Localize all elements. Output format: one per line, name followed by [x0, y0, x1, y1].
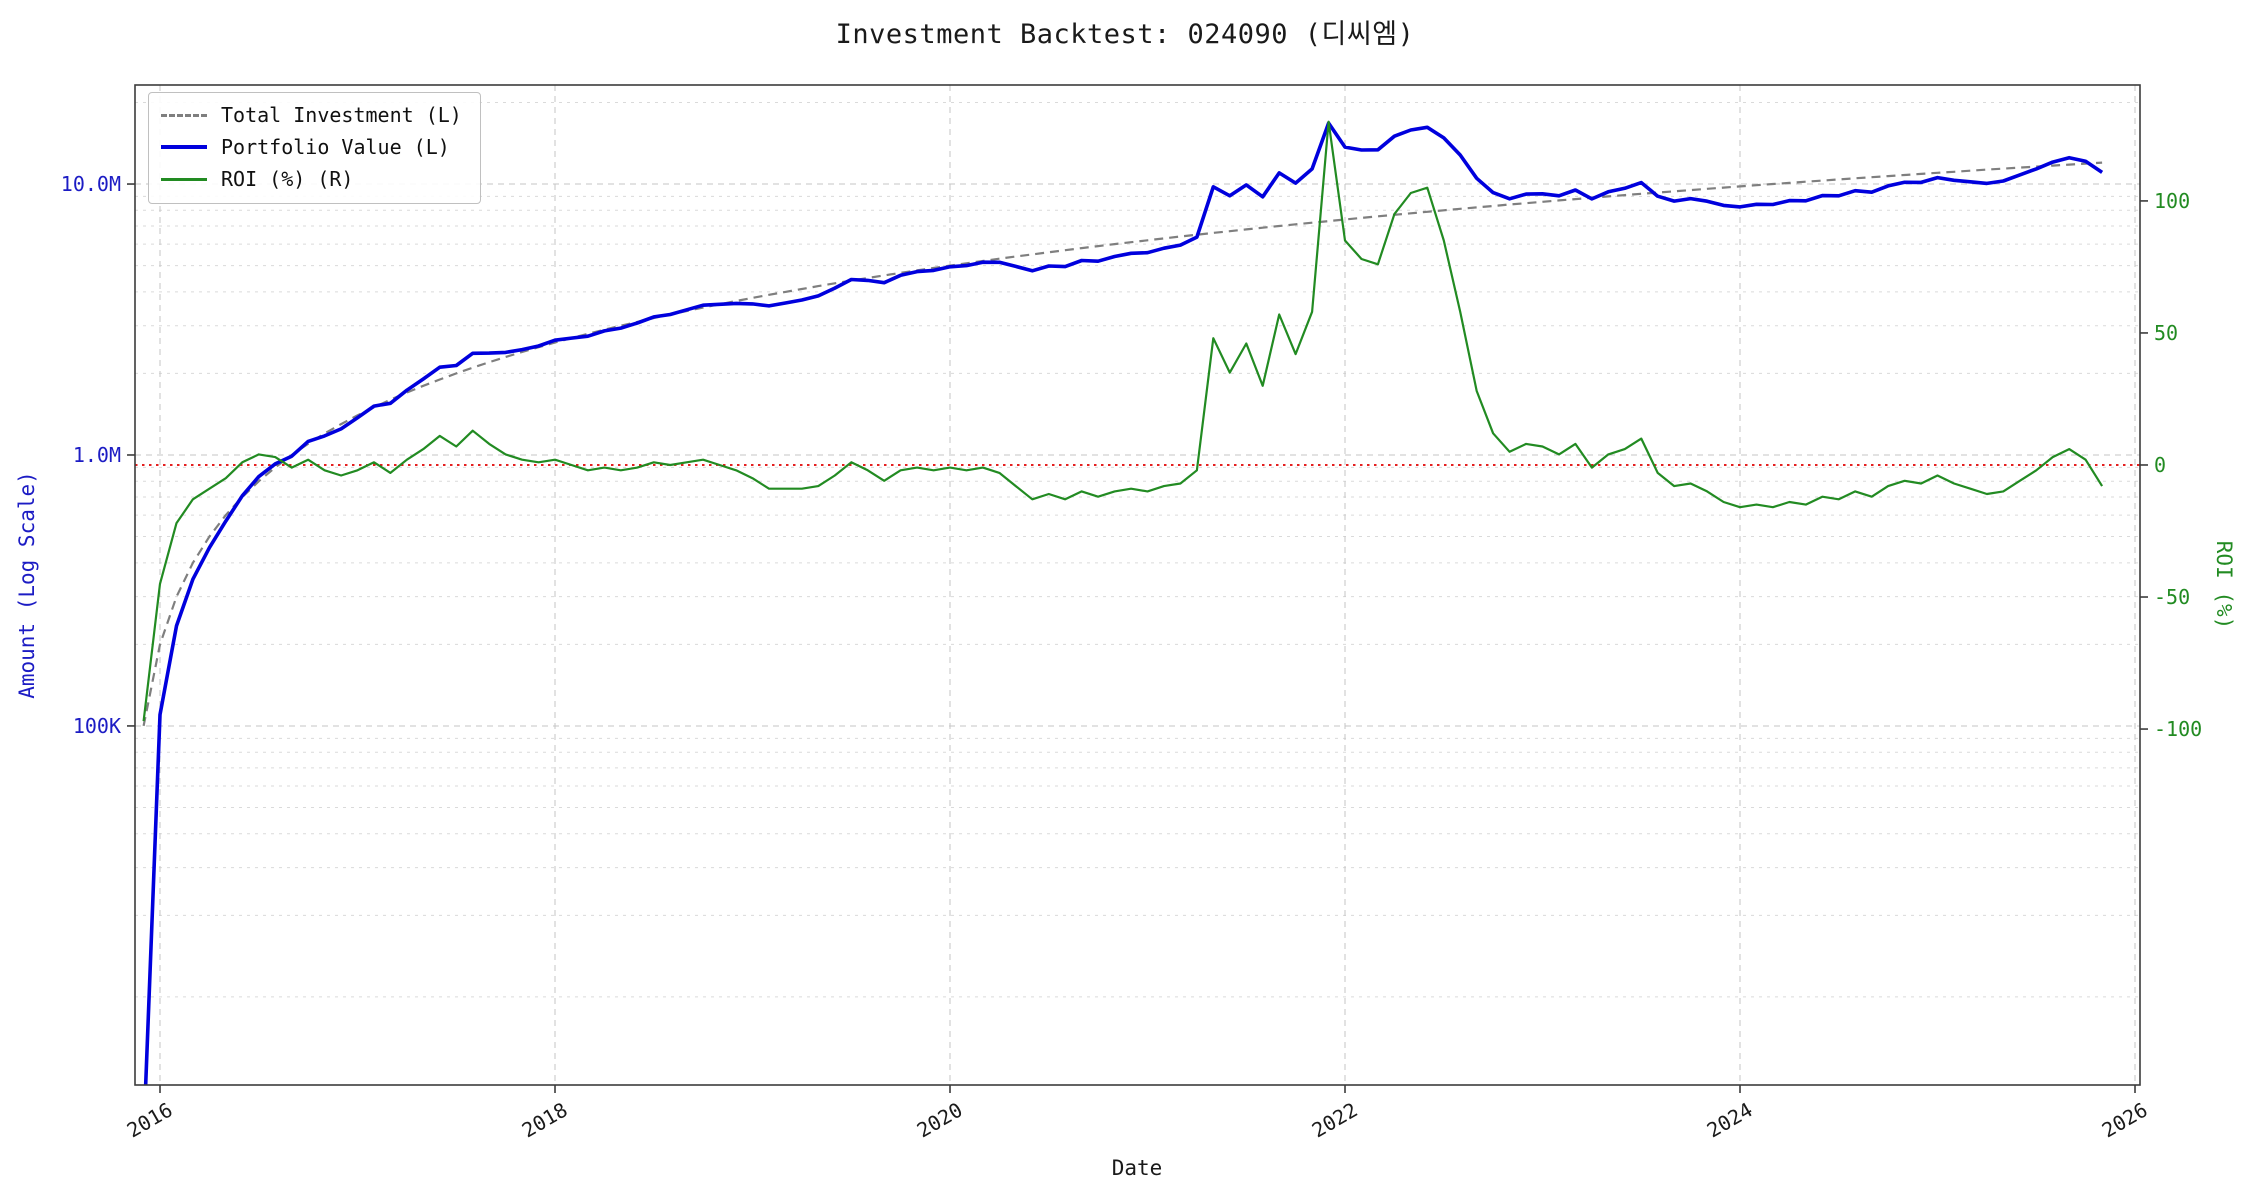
chart-title: Investment Backtest: 024090 (디씨엠): [835, 19, 1415, 50]
x-axis-title: Date: [1111, 1156, 1163, 1180]
total-investment-line-sample: [161, 113, 207, 117]
left-axis-title: Amount (Log Scale): [15, 471, 39, 699]
legend-item-roi: ROI (%) (R): [161, 167, 462, 191]
x-tick-label: 2026: [2098, 1098, 2152, 1143]
right-axis-title: ROI (%): [2212, 540, 2236, 630]
x-tick-label: 2020: [913, 1098, 967, 1143]
legend-item-portfolio-value: Portfolio Value (L): [161, 135, 462, 159]
plot-frame: [134, 84, 2141, 1086]
gridlines: [135, 85, 2140, 1085]
right-tick-label: -100: [2154, 717, 2202, 741]
x-tick-label: 2024: [1703, 1098, 1757, 1143]
portfolio-value-line-sample: [161, 145, 207, 149]
legend-label-roi: ROI (%) (R): [221, 167, 354, 191]
x-tick-label: 2018: [518, 1098, 572, 1143]
roi-line-sample: [161, 177, 207, 181]
left-tick-label: 10.0M: [61, 172, 121, 196]
roi-line: [142, 120, 2104, 722]
legend: Total Investment (L) Portfolio Value (L)…: [148, 92, 481, 204]
x-tick-label: 2016: [123, 1098, 177, 1143]
right-tick-label: 0: [2154, 453, 2166, 477]
right-tick-label: -50: [2154, 585, 2190, 609]
tick-labels: 100K 1.0M 10.0M -100 -50 0 50 100 2016 2018 2020 20…: [61, 172, 2202, 1142]
total-investment-line: [142, 161, 2103, 727]
left-tick-label: 1.0M: [73, 443, 121, 467]
x-tick-label: 2022: [1308, 1098, 1362, 1143]
right-tick-label: 50: [2154, 321, 2178, 345]
portfolio-value-line: [143, 121, 2104, 1085]
right-tick-label: 100: [2154, 189, 2190, 213]
legend-label-portfolio-value: Portfolio Value (L): [221, 135, 450, 159]
left-tick-label: 100K: [73, 714, 121, 738]
legend-item-total-investment: Total Investment (L): [161, 103, 462, 127]
legend-label-total-investment: Total Investment (L): [221, 103, 462, 127]
